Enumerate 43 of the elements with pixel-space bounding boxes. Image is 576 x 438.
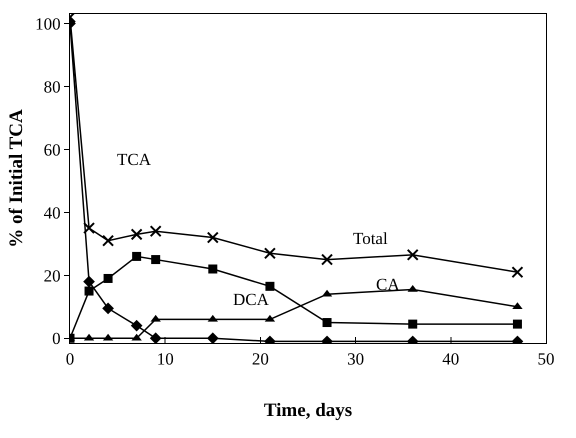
- series-label: Total: [353, 229, 388, 248]
- point: [208, 264, 218, 274]
- point: [84, 286, 94, 296]
- series-label: CA: [376, 275, 400, 294]
- point: [206, 232, 219, 244]
- point: [406, 248, 419, 261]
- point: [151, 255, 160, 264]
- x-tick-label: 0: [66, 349, 74, 368]
- x-tick-label: 20: [252, 349, 269, 368]
- point: [264, 247, 276, 260]
- y-tick-label: 60: [44, 140, 61, 160]
- x-tick-label: 30: [347, 349, 364, 368]
- point: [265, 282, 274, 291]
- x-tick-label: 50: [538, 349, 554, 368]
- point: [322, 318, 332, 328]
- y-axis-title: % of Initial TCA: [6, 108, 27, 248]
- y-tick-label: 20: [44, 266, 61, 286]
- point: [512, 320, 522, 329]
- point: [206, 332, 219, 343]
- point: [83, 276, 95, 288]
- point: [83, 222, 96, 234]
- point: [208, 314, 218, 322]
- point: [130, 320, 142, 332]
- point: [408, 284, 418, 292]
- point: [408, 320, 418, 329]
- y-tick-label: 80: [44, 77, 61, 96]
- point: [130, 228, 143, 240]
- point: [321, 254, 334, 266]
- point: [104, 274, 113, 283]
- series-label: DCA: [233, 290, 270, 309]
- text: TCA: [117, 150, 152, 169]
- point: [150, 332, 162, 343]
- point: [511, 266, 524, 278]
- x-tick-label: 10: [156, 349, 174, 368]
- point: [150, 225, 162, 238]
- point: [102, 302, 114, 314]
- y-tick-label: 0: [52, 329, 61, 348]
- point: [102, 234, 114, 247]
- y-tick-label: 40: [44, 203, 61, 222]
- x-axis-title: Time, days: [264, 400, 352, 422]
- point: [132, 252, 142, 261]
- y-tick-label: 100: [35, 14, 61, 34]
- x-tick-label: 40: [442, 349, 460, 368]
